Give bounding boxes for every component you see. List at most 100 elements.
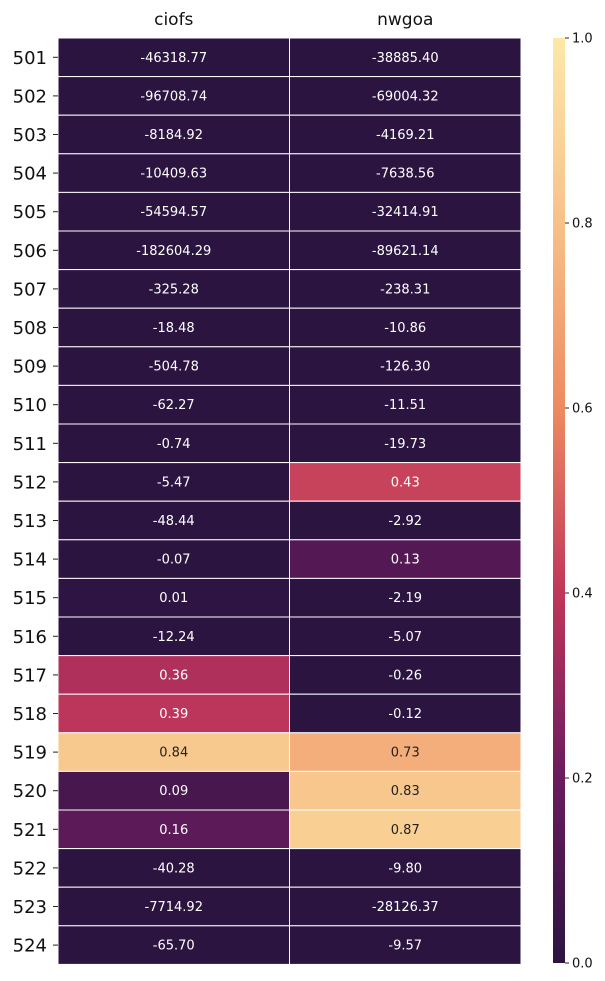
heatmap-cell-515-ciofs: [57, 577, 290, 618]
cell-value-label: -504.78: [149, 360, 199, 375]
heatmap-cell-519-ciofs: [57, 732, 290, 772]
row-label-507: 507: [13, 279, 47, 300]
row-label-516: 516: [13, 627, 47, 648]
cell-value-label: -54594.57: [140, 205, 207, 220]
cell-value-label: -11.51: [384, 398, 426, 413]
heatmap-cell-503-nwgoa: [289, 114, 522, 155]
cell-value-label: -8184.92: [145, 128, 203, 143]
cell-value-label: -89621.14: [372, 244, 439, 259]
cell-value-label: 0.09: [159, 784, 188, 799]
heatmap-cell-521-nwgoa: [289, 809, 522, 850]
cell-value-label: -238.31: [380, 282, 430, 297]
heatmap-cell-512-ciofs: [57, 462, 290, 502]
heatmap-cell-519-nwgoa: [289, 732, 522, 772]
cell-value-label: 0.83: [391, 784, 420, 799]
colorbar-tick-label: 0.6: [572, 402, 593, 417]
column-label-nwgoa: nwgoa: [377, 10, 433, 30]
row-label-515: 515: [13, 588, 47, 609]
cell-value-label: -0.26: [388, 668, 422, 683]
colorbar-tick-label: 0.2: [572, 772, 593, 787]
cell-value-label: -0.74: [157, 437, 191, 452]
heatmap-cell-513-nwgoa: [289, 500, 522, 541]
cell-value-label: -5.07: [388, 630, 422, 645]
heatmap-cell-502-nwgoa: [289, 76, 522, 116]
row-label-521: 521: [13, 820, 47, 841]
cell-value-label: -10409.63: [140, 167, 207, 182]
cell-value-label: -69004.32: [372, 89, 439, 104]
row-label-502: 502: [13, 86, 47, 107]
cell-value-label: 0.16: [159, 823, 188, 838]
heatmap-cell-523-ciofs: [57, 886, 290, 927]
row-label-501: 501: [13, 48, 47, 69]
heatmap-cell-507-nwgoa: [289, 269, 522, 309]
cell-value-label: 0.87: [391, 823, 420, 838]
row-label-512: 512: [13, 472, 47, 493]
colorbar: 0.0 0.2 0.4 0.6 0.8 1.0: [553, 32, 593, 972]
cell-value-label: -12.24: [153, 630, 195, 645]
heatmap-cell-501-nwgoa: [289, 37, 522, 78]
row-label-523: 523: [13, 897, 47, 918]
heatmap-cell-513-ciofs: [57, 500, 290, 541]
heatmap-cell-516-ciofs: [57, 616, 290, 657]
row-label-503: 503: [13, 125, 47, 146]
heatmap-cell-514-ciofs: [57, 539, 290, 579]
cell-value-label: -96708.74: [140, 89, 207, 104]
cell-value-label: -5.47: [157, 475, 191, 490]
cell-value-label: -19.73: [384, 437, 426, 452]
cell-value-label: 0.84: [159, 746, 188, 761]
heatmap-cells: -46318.77 -38885.40 -96708.74 -69004.32 -818…: [57, 37, 522, 965]
cell-value-label: -4169.21: [376, 128, 434, 143]
colorbar-tick-label: 0.8: [572, 217, 593, 232]
column-labels: ciofs nwgoa: [154, 10, 433, 30]
cell-value-label: -40.28: [153, 861, 195, 876]
heatmap-cell-523-nwgoa: [289, 886, 522, 927]
row-label-522: 522: [13, 858, 47, 879]
cell-value-label: -7714.92: [145, 900, 203, 915]
colorbar-gradient: [553, 38, 565, 963]
heatmap-cell-504-nwgoa: [289, 153, 522, 193]
row-label-514: 514: [13, 550, 47, 571]
row-label-510: 510: [13, 395, 47, 416]
heatmap-cell-502-ciofs: [57, 76, 290, 116]
heatmap-cell-505-nwgoa: [289, 191, 522, 232]
colorbar-tick-label: 1.0: [572, 32, 593, 47]
cell-value-label: -32414.91: [372, 205, 439, 220]
cell-value-label: -48.44: [153, 514, 195, 529]
cell-value-label: -38885.40: [372, 51, 439, 66]
cell-value-label: -9.80: [388, 861, 422, 876]
cell-value-label: -0.07: [157, 553, 191, 568]
cell-value-label: -10.86: [384, 321, 426, 336]
row-label-508: 508: [13, 318, 47, 339]
row-label-511: 511: [13, 434, 47, 455]
heatmap-cell-501-ciofs: [57, 37, 290, 78]
colorbar-tick-label: 0.0: [572, 957, 593, 972]
cell-value-label: -126.30: [380, 360, 430, 375]
column-label-ciofs: ciofs: [154, 10, 193, 30]
cell-value-label: 0.39: [159, 707, 188, 722]
cell-value-label: 0.73: [391, 746, 420, 761]
row-label-524: 524: [13, 936, 47, 957]
heatmap-cell-518-nwgoa: [289, 693, 522, 734]
row-label-519: 519: [13, 743, 47, 764]
cell-value-label: -46318.77: [140, 51, 207, 66]
cell-value-label: 0.36: [159, 668, 188, 683]
row-label-506: 506: [13, 241, 47, 262]
heatmap-cell-508-nwgoa: [289, 307, 522, 348]
cell-value-label: -0.12: [388, 707, 422, 722]
cell-value-label: -2.19: [388, 591, 422, 606]
row-label-509: 509: [13, 357, 47, 378]
heatmap-cell-520-nwgoa: [289, 770, 522, 811]
heatmap-cell-511-nwgoa: [289, 423, 522, 464]
row-label-505: 505: [13, 202, 47, 223]
colorbar-tick-label: 0.4: [572, 587, 593, 602]
cell-value-label: -62.27: [153, 398, 195, 413]
row-label-513: 513: [13, 511, 47, 532]
cell-value-label: -325.28: [149, 282, 199, 297]
heatmap-cell-522-nwgoa: [289, 848, 522, 888]
row-labels: 501 502 503 504 505 506 507 508 509 510 511 512 513 5…: [13, 48, 58, 957]
heatmap-cell-506-nwgoa: [289, 230, 522, 271]
cell-value-label: -28126.37: [372, 900, 439, 915]
heatmap-cell-514-nwgoa: [289, 539, 522, 579]
heatmap-cell-520-ciofs: [57, 770, 290, 811]
